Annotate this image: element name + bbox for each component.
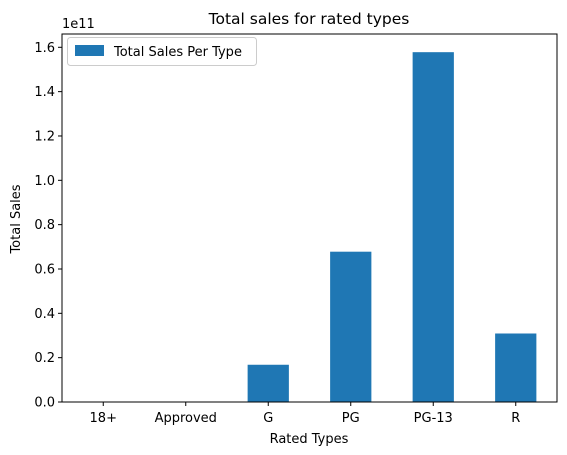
x-tick-label: Approved (155, 411, 217, 426)
y-tick-label: 0.8 (34, 218, 55, 233)
chart-title: Total sales for rated types (208, 10, 410, 28)
x-tick-label: PG-13 (414, 411, 453, 426)
y-tick-label: 1.0 (34, 174, 55, 189)
legend: Total Sales Per Type (67, 37, 257, 66)
axes-frame (61, 33, 558, 403)
y-offset-text: 1e11 (62, 17, 95, 32)
x-axis-label: Rated Types (270, 432, 349, 447)
y-tick-label: 1.2 (34, 129, 55, 144)
y-tick-label: 0.4 (34, 307, 55, 322)
y-tick-label: 1.4 (34, 85, 55, 100)
x-tick-label: 18+ (90, 411, 117, 426)
x-tick-label: PG (342, 411, 360, 426)
legend-label: Total Sales Per Type (113, 45, 242, 60)
bar-pg (330, 251, 372, 402)
x-tick-label: R (511, 411, 520, 426)
bar-pg-13 (412, 52, 454, 402)
y-tick-label: 0.2 (34, 351, 55, 366)
y-tick-label: 0.6 (34, 262, 55, 277)
bar-r (495, 333, 537, 402)
legend-box (67, 37, 257, 66)
x-tick-label: G (263, 411, 273, 426)
legend-swatch (75, 45, 104, 56)
y-tick-label: 1.6 (34, 41, 55, 56)
plot-area: 0.0 0.2 0.4 0.6 0.8 1.0 1.2 1.4 1.6 18+ Approved G P… (34, 33, 558, 426)
bar-g (247, 364, 289, 402)
y-axis-label: Total Sales (9, 184, 24, 254)
y-tick-label: 0.0 (34, 396, 55, 411)
